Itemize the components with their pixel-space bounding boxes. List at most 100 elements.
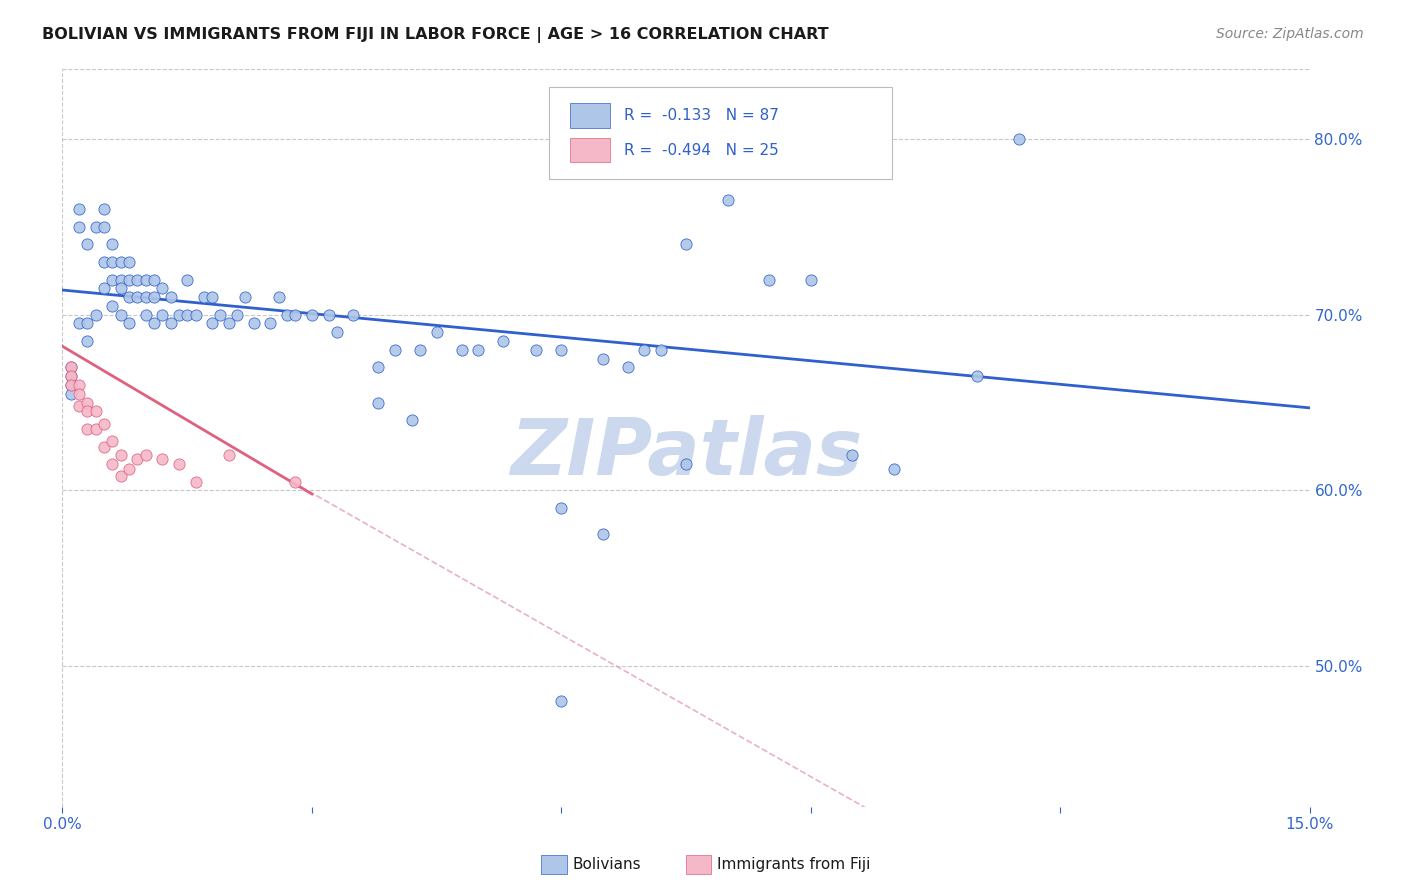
Text: R =  -0.494   N = 25: R = -0.494 N = 25 (624, 143, 779, 158)
Point (142, 290, 165, 304)
Point (118, 272, 141, 286)
Point (633, 343, 655, 357)
Point (524, 343, 547, 357)
Point (409, 343, 432, 357)
Point (167, 308, 190, 322)
Point (301, 308, 323, 322)
Point (675, 457, 697, 471)
Point (76, 395, 98, 409)
Text: ZIPatlas: ZIPatlas (510, 415, 862, 491)
Point (142, 317, 165, 331)
Point (159, 317, 181, 331)
Point (150, 451, 173, 466)
Text: BOLIVIAN VS IMMIGRANTS FROM FIJI IN LABOR FORCE | AGE > 16 CORRELATION CHART: BOLIVIAN VS IMMIGRANTS FROM FIJI IN LABO… (42, 27, 828, 43)
Point (76, 422, 98, 436)
Point (110, 469, 132, 483)
Point (675, 237, 697, 252)
Point (550, 694, 572, 708)
Point (342, 308, 364, 322)
Point (135, 308, 157, 322)
Point (67, 399, 90, 413)
Point (800, 272, 823, 286)
FancyBboxPatch shape (548, 87, 891, 179)
Point (67, 317, 90, 331)
Point (93, 255, 115, 269)
Point (110, 281, 132, 295)
Point (76, 334, 98, 348)
Point (101, 299, 124, 313)
Point (76, 317, 98, 331)
Point (492, 334, 515, 348)
Point (184, 308, 207, 322)
Point (201, 317, 224, 331)
Point (150, 308, 173, 322)
Point (218, 448, 240, 462)
Point (167, 457, 190, 471)
Point (326, 325, 349, 339)
Point (127, 290, 149, 304)
Point (110, 272, 132, 286)
Point (101, 237, 124, 252)
Point (67, 202, 90, 217)
Point (67, 219, 90, 234)
Point (367, 395, 389, 409)
Point (193, 290, 215, 304)
Point (201, 290, 224, 304)
Point (150, 281, 173, 295)
Point (118, 317, 141, 331)
Point (617, 360, 640, 375)
FancyBboxPatch shape (569, 138, 610, 162)
Point (110, 448, 132, 462)
Point (758, 272, 780, 286)
Point (267, 290, 290, 304)
Point (59, 360, 82, 375)
Point (450, 343, 472, 357)
Point (426, 325, 449, 339)
Point (384, 343, 406, 357)
Point (93, 281, 115, 295)
Text: Immigrants from Fiji: Immigrants from Fiji (717, 857, 870, 871)
Point (467, 343, 489, 357)
Point (127, 272, 149, 286)
Point (218, 317, 240, 331)
Point (550, 343, 572, 357)
Point (101, 457, 124, 471)
Point (67, 386, 90, 401)
Text: R =  -0.133   N = 87: R = -0.133 N = 87 (624, 108, 779, 122)
Point (84, 404, 107, 418)
Point (93, 219, 115, 234)
Point (101, 255, 124, 269)
Point (276, 308, 298, 322)
Point (135, 290, 157, 304)
Point (93, 417, 115, 431)
Point (235, 290, 257, 304)
Point (209, 308, 232, 322)
Point (59, 378, 82, 392)
Point (110, 255, 132, 269)
Text: Bolivians: Bolivians (572, 857, 641, 871)
Point (93, 440, 115, 454)
Point (76, 237, 98, 252)
Point (118, 255, 141, 269)
Point (76, 404, 98, 418)
Point (127, 451, 149, 466)
Point (110, 308, 132, 322)
Point (135, 272, 157, 286)
Point (93, 202, 115, 217)
Text: Source: ZipAtlas.com: Source: ZipAtlas.com (1216, 27, 1364, 41)
Point (226, 308, 249, 322)
Point (242, 317, 264, 331)
Point (59, 386, 82, 401)
Point (318, 308, 340, 322)
Point (284, 308, 307, 322)
Point (650, 343, 672, 357)
Point (259, 317, 281, 331)
Point (67, 378, 90, 392)
Point (142, 272, 165, 286)
Point (367, 360, 389, 375)
Point (284, 475, 307, 489)
Point (184, 475, 207, 489)
Point (84, 308, 107, 322)
Point (966, 369, 988, 384)
Point (841, 448, 863, 462)
